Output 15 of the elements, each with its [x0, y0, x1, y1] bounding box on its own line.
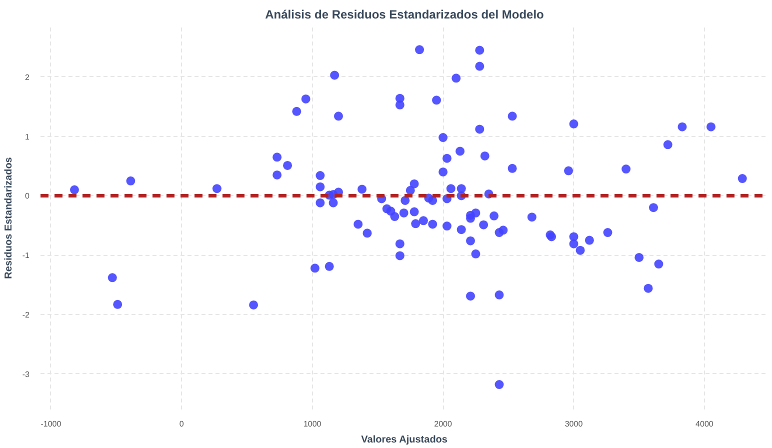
x-tick-label: 0 — [179, 420, 184, 428]
y-tick-label: -3 — [22, 370, 30, 379]
x-tick-label: 2000 — [434, 420, 453, 428]
y-axis-title: Residuos Estandarizados — [3, 156, 14, 279]
x-tick-label: 3000 — [564, 420, 584, 428]
x-tick-label: 4000 — [696, 420, 714, 428]
y-tick-label: -2 — [22, 310, 30, 320]
chart-title: Análisis de Residuos Estandarizados del Modelo — [265, 8, 544, 22]
y-tick-label: -1 — [22, 251, 30, 260]
y-tick-label: 0 — [25, 192, 30, 201]
y-tick-label: 1 — [25, 132, 30, 142]
y-tick-label: 2 — [25, 72, 30, 82]
x-tick-label: 1000 — [303, 420, 322, 428]
x-tick-label: -1000 — [40, 420, 62, 428]
x-axis-title: Valores Ajustados — [361, 434, 448, 446]
